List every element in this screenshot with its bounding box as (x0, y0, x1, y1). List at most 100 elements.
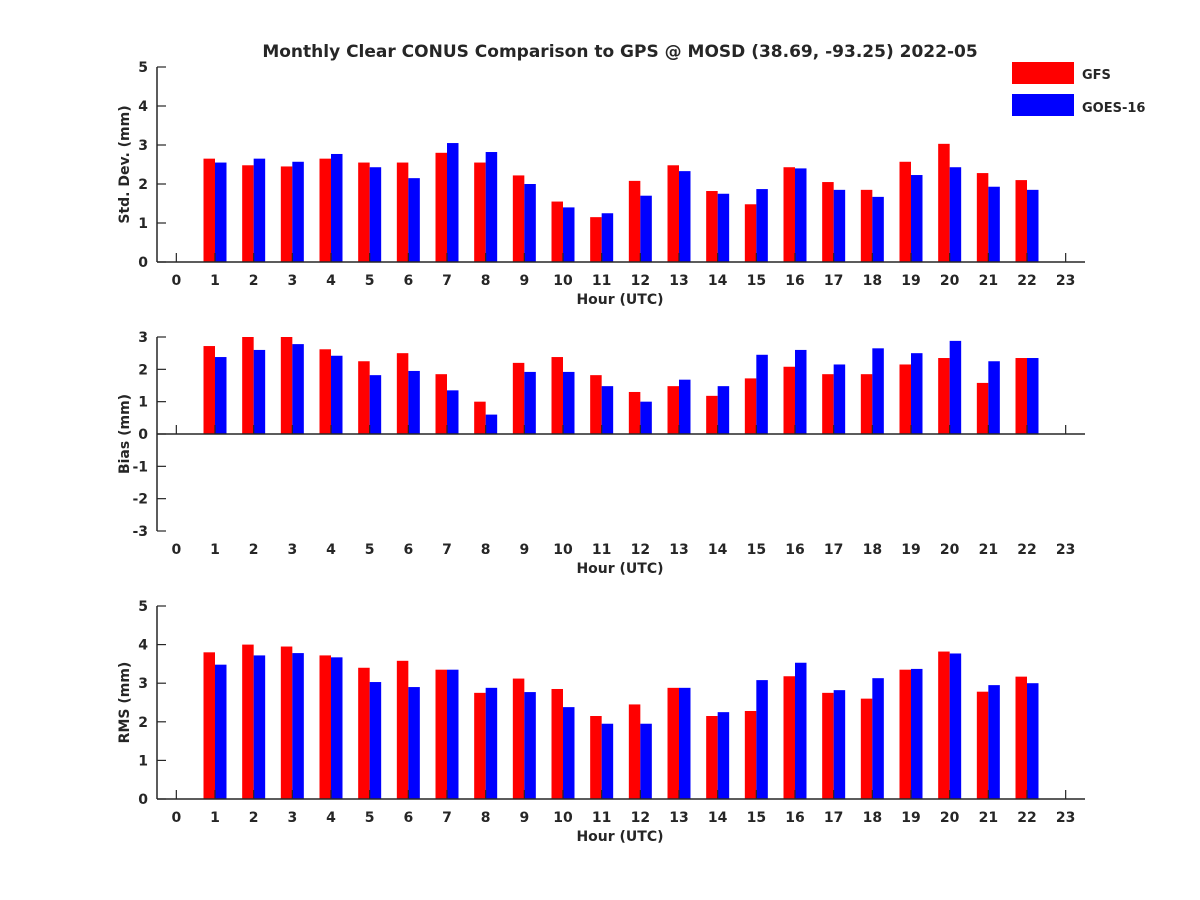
bar-gfs-hour-19 (899, 161, 911, 262)
x-tick-label: 4 (326, 810, 336, 826)
bar-goes-16-hour-4 (331, 153, 343, 262)
x-tick-label: 18 (863, 542, 882, 558)
bar-gfs-hour-3 (280, 337, 293, 434)
x-tick-label: 5 (365, 810, 375, 826)
bar-gfs-hour-14 (706, 716, 718, 799)
bar-goes-16-hour-1 (215, 357, 227, 434)
bar-gfs-hour-4 (319, 158, 331, 262)
bar-gfs-hour-9 (512, 362, 525, 434)
bar-gfs-hour-2 (242, 165, 254, 262)
bar-goes-16-hour-1 (215, 664, 227, 799)
x-tick-label: 6 (403, 542, 413, 558)
x-tick-label: 6 (403, 273, 413, 289)
y-tick-label: -3 (132, 524, 148, 540)
x-tick-label: 3 (287, 273, 297, 289)
x-tick-label: 6 (403, 810, 413, 826)
y-tick-label: 0 (138, 255, 148, 271)
x-tick-label: 17 (824, 810, 843, 826)
x-tick-label: 23 (1056, 273, 1075, 289)
x-tick-label: 9 (519, 810, 529, 826)
x-tick-label: 22 (1017, 542, 1036, 558)
y-tick-label: 3 (138, 138, 148, 154)
x-tick-label: 19 (901, 542, 920, 558)
x-tick-label: 11 (592, 810, 611, 826)
x-tick-label: 2 (249, 273, 259, 289)
bar-gfs-hour-5 (358, 667, 370, 799)
bar-gfs-hour-7 (435, 152, 447, 262)
x-tick-label: 14 (708, 542, 728, 558)
bar-gfs-hour-16 (783, 366, 795, 434)
bar-gfs-hour-18 (860, 698, 873, 799)
x-tick-label: 18 (863, 273, 882, 289)
bar-gfs-hour-10 (551, 201, 563, 262)
bar-goes-16-hour-15 (756, 680, 768, 799)
bar-gfs-hour-1 (203, 346, 215, 434)
bar-gfs-hour-21 (976, 382, 989, 434)
bar-gfs-hour-5 (358, 162, 370, 262)
x-axis-label: Hour (UTC) (576, 561, 663, 577)
bar-goes-16-hour-10 (563, 707, 575, 799)
bar-goes-16-hour-20 (949, 653, 962, 799)
bar-gfs-hour-18 (860, 374, 873, 434)
x-tick-label: 3 (287, 542, 297, 558)
bar-gfs-hour-7 (435, 669, 447, 799)
legend: GFS GOES-16 (1012, 62, 1145, 116)
bar-gfs-hour-9 (512, 678, 525, 799)
bar-gfs-hour-13 (667, 687, 679, 799)
bar-gfs-hour-17 (822, 692, 834, 799)
bar-goes-16-hour-5 (369, 375, 382, 434)
bar-goes-16-hour-18 (872, 196, 884, 262)
x-tick-label: 20 (940, 810, 960, 826)
bar-gfs-hour-8 (474, 162, 486, 262)
bar-gfs-hour-17 (822, 374, 834, 434)
x-tick-label: 21 (979, 542, 998, 558)
bar-goes-16-hour-20 (949, 340, 962, 434)
y-tick-label: 4 (138, 638, 148, 654)
bar-goes-16-hour-12 (640, 723, 652, 799)
x-tick-label: 7 (442, 810, 452, 826)
bar-goes-16-hour-11 (601, 723, 614, 799)
bar-goes-16-hour-4 (331, 657, 343, 799)
bar-goes-16-hour-15 (756, 189, 768, 262)
bar-goes-16-hour-16 (795, 662, 807, 799)
bar-gfs-hour-20 (938, 358, 950, 434)
y-tick-label: 0 (138, 427, 148, 443)
bar-gfs-hour-12 (628, 704, 641, 799)
bar-goes-16-hour-22 (1027, 683, 1039, 799)
bar-gfs-hour-13 (667, 165, 679, 262)
x-tick-label: 9 (519, 542, 529, 558)
bar-gfs-hour-16 (783, 167, 795, 262)
bar-gfs-hour-15 (744, 378, 757, 434)
bar-goes-16-hour-13 (679, 687, 691, 799)
bar-goes-16-hour-8 (485, 414, 498, 434)
bar-goes-16-hour-2 (253, 158, 266, 262)
bar-goes-16-hour-6 (408, 370, 420, 434)
bar-goes-16-hour-21 (988, 186, 1000, 262)
x-tick-label: 4 (326, 542, 336, 558)
bar-goes-16-hour-2 (253, 349, 266, 434)
bar-gfs-hour-2 (242, 337, 254, 434)
y-tick-label: 1 (138, 753, 148, 769)
x-tick-label: 12 (631, 273, 650, 289)
bar-goes-16-hour-22 (1027, 358, 1039, 434)
bar-gfs-hour-10 (551, 357, 563, 434)
legend-swatch-gfs (1012, 62, 1074, 84)
x-tick-label: 15 (747, 542, 766, 558)
bar-goes-16-hour-3 (292, 344, 304, 434)
bar-goes-16-hour-17 (833, 189, 846, 262)
x-tick-label: 9 (519, 273, 529, 289)
bar-goes-16-hour-13 (679, 171, 691, 262)
legend-swatch-goes16 (1012, 94, 1074, 116)
x-tick-label: 8 (481, 810, 491, 826)
x-tick-label: 20 (940, 542, 960, 558)
bar-gfs-hour-2 (242, 644, 254, 799)
x-tick-label: 10 (553, 542, 573, 558)
bar-gfs-hour-3 (280, 166, 293, 262)
x-tick-label: 2 (249, 542, 259, 558)
bar-gfs-hour-20 (938, 143, 950, 262)
y-axis-label: Std. Dev. (mm) (117, 105, 133, 223)
x-tick-label: 17 (824, 542, 843, 558)
